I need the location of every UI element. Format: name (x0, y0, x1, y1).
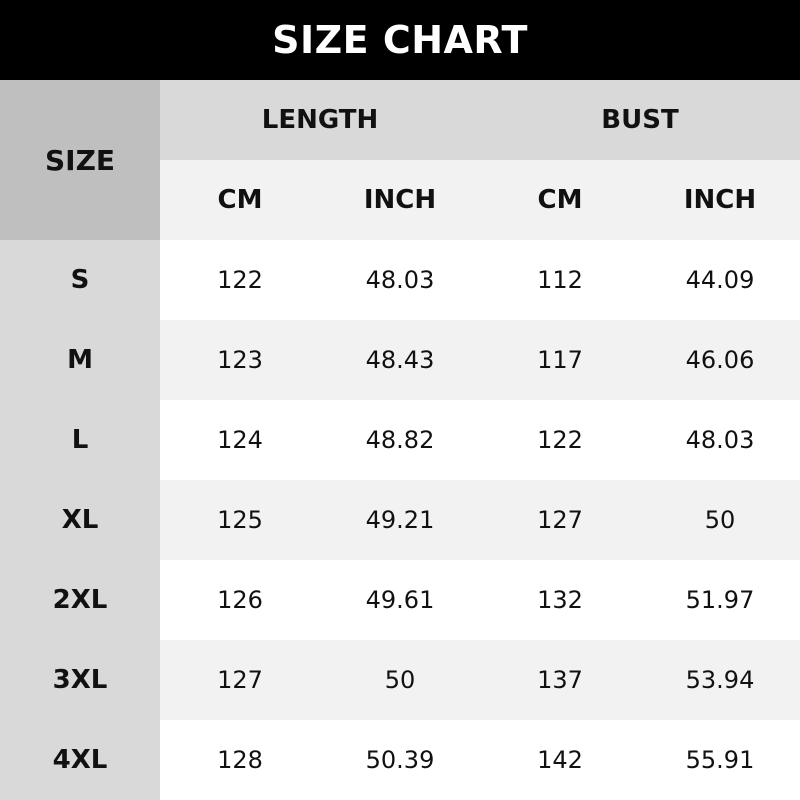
table-cell-bust-in: 50 (640, 480, 800, 560)
table-cell-bust-in: 51.97 (640, 560, 800, 640)
size-label: 4XL (0, 720, 160, 800)
size-label: M (0, 320, 160, 400)
unit-header: CM (480, 160, 640, 240)
table-cell-length-cm: 125 (160, 480, 320, 560)
table-cell-length-cm: 122 (160, 240, 320, 320)
unit-header: INCH (640, 160, 800, 240)
table-cell-length-cm: 123 (160, 320, 320, 400)
length-header: LENGTH (160, 80, 480, 160)
size-label: L (0, 400, 160, 480)
table-cell-bust-cm: 122 (480, 400, 640, 480)
size-label: S (0, 240, 160, 320)
table-cell-bust-cm: 132 (480, 560, 640, 640)
size-label: 2XL (0, 560, 160, 640)
size-table: SIZE LENGTH BUST CM INCH CM INCH S 122 48.… (0, 80, 800, 800)
table-cell-length-in: 50.39 (320, 720, 480, 800)
table-cell-bust-in: 46.06 (640, 320, 800, 400)
table-cell-bust-in: 53.94 (640, 640, 800, 720)
table-cell-length-in: 48.03 (320, 240, 480, 320)
table-cell-length-in: 48.43 (320, 320, 480, 400)
size-label: XL (0, 480, 160, 560)
table-cell-bust-cm: 137 (480, 640, 640, 720)
chart-title: SIZE CHART (0, 0, 800, 80)
table-cell-bust-cm: 112 (480, 240, 640, 320)
table-cell-length-in: 50 (320, 640, 480, 720)
table-cell-length-cm: 124 (160, 400, 320, 480)
table-cell-bust-in: 55.91 (640, 720, 800, 800)
table-cell-bust-in: 44.09 (640, 240, 800, 320)
size-label: 3XL (0, 640, 160, 720)
size-header: SIZE (0, 80, 160, 240)
unit-header: INCH (320, 160, 480, 240)
table-cell-length-in: 49.21 (320, 480, 480, 560)
table-cell-bust-in: 48.03 (640, 400, 800, 480)
table-cell-length-cm: 127 (160, 640, 320, 720)
table-cell-bust-cm: 117 (480, 320, 640, 400)
table-cell-length-cm: 126 (160, 560, 320, 640)
table-cell-bust-cm: 142 (480, 720, 640, 800)
table-cell-length-cm: 128 (160, 720, 320, 800)
table-cell-bust-cm: 127 (480, 480, 640, 560)
table-cell-length-in: 48.82 (320, 400, 480, 480)
bust-header: BUST (480, 80, 800, 160)
table-cell-length-in: 49.61 (320, 560, 480, 640)
unit-header: CM (160, 160, 320, 240)
